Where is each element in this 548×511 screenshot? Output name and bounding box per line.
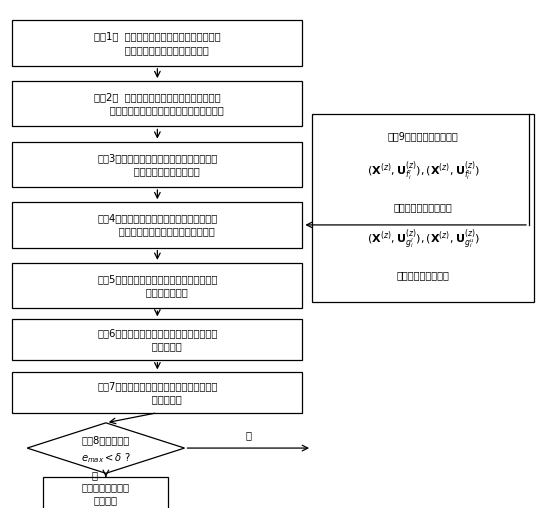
Text: 是: 是 (92, 470, 98, 480)
Text: 加入目标函数样本集：: 加入目标函数样本集： (394, 202, 453, 212)
FancyBboxPatch shape (312, 114, 534, 301)
Text: 输出非支配解集，
迭代终止: 输出非支配解集， 迭代终止 (82, 482, 130, 505)
Text: 步骤4：结合径向基函数构建出汽车乘员约束
      系统的近似多目标不确定性优化问题: 步骤4：结合径向基函数构建出汽车乘员约束 系统的近似多目标不确定性优化问题 (97, 213, 218, 237)
FancyBboxPatch shape (12, 81, 302, 126)
Text: $(\mathbf{X}^{(z)},\mathbf{U}_{g_i^l}^{(z)}),(\mathbf{X}^{(z)},\mathbf{U}_{g_i^u: $(\mathbf{X}^{(z)},\mathbf{U}_{g_i^l}^{(… (367, 228, 480, 252)
Text: 步骤9：样本点局部加密：: 步骤9：样本点局部加密： (388, 131, 459, 142)
FancyBboxPatch shape (12, 142, 302, 187)
Text: 步骤1：  基于椭球凸集模型构建汽车乘员约束
      系统的多目标不确定性优化问题: 步骤1： 基于椭球凸集模型构建汽车乘员约束 系统的多目标不确定性优化问题 (94, 32, 221, 55)
Text: 否: 否 (246, 430, 251, 440)
Text: 步骤6：求解近似目标函数与约束函数区间的
      上下边界值: 步骤6：求解近似目标函数与约束函数区间的 上下边界值 (97, 328, 218, 351)
Text: 步骤5：求解汽车乘员约束系统近似多目标不
      确定性优化问题: 步骤5：求解汽车乘员约束系统近似多目标不 确定性优化问题 (97, 274, 218, 297)
FancyBboxPatch shape (43, 477, 168, 510)
Text: 步骤3：利用拉丁超立方采样方法获得目标函
      数和约束函数的初始样本: 步骤3：利用拉丁超立方采样方法获得目标函 数和约束函数的初始样本 (97, 153, 218, 176)
Text: $e_{max} < \delta$ ?: $e_{max} < \delta$ ? (81, 451, 131, 465)
FancyBboxPatch shape (12, 319, 302, 360)
Polygon shape (27, 423, 185, 473)
FancyBboxPatch shape (12, 373, 302, 413)
FancyBboxPatch shape (12, 263, 302, 308)
Text: 加入约束函数样本集: 加入约束函数样本集 (397, 270, 449, 281)
FancyBboxPatch shape (12, 202, 302, 248)
FancyBboxPatch shape (12, 20, 302, 66)
Text: $(\mathbf{X}^{(z)},\mathbf{U}_{f_i^l}^{(z)}),(\mathbf{X}^{(z)},\mathbf{U}_{f_i^u: $(\mathbf{X}^{(z)},\mathbf{U}_{f_i^l}^{(… (367, 160, 480, 184)
Text: 步骤2：  将汽车乘员约束系统的多目标不确定
      性优化问题转换为无约束的确定性优化问题: 步骤2： 将汽车乘员约束系统的多目标不确定 性优化问题转换为无约束的确定性优化问… (91, 92, 224, 115)
Text: 步骤7：求解真实目标函数与约束函数区间的
      上下边界值: 步骤7：求解真实目标函数与约束函数区间的 上下边界值 (97, 381, 218, 404)
Text: 步骤8：计算误差: 步骤8：计算误差 (82, 435, 130, 446)
